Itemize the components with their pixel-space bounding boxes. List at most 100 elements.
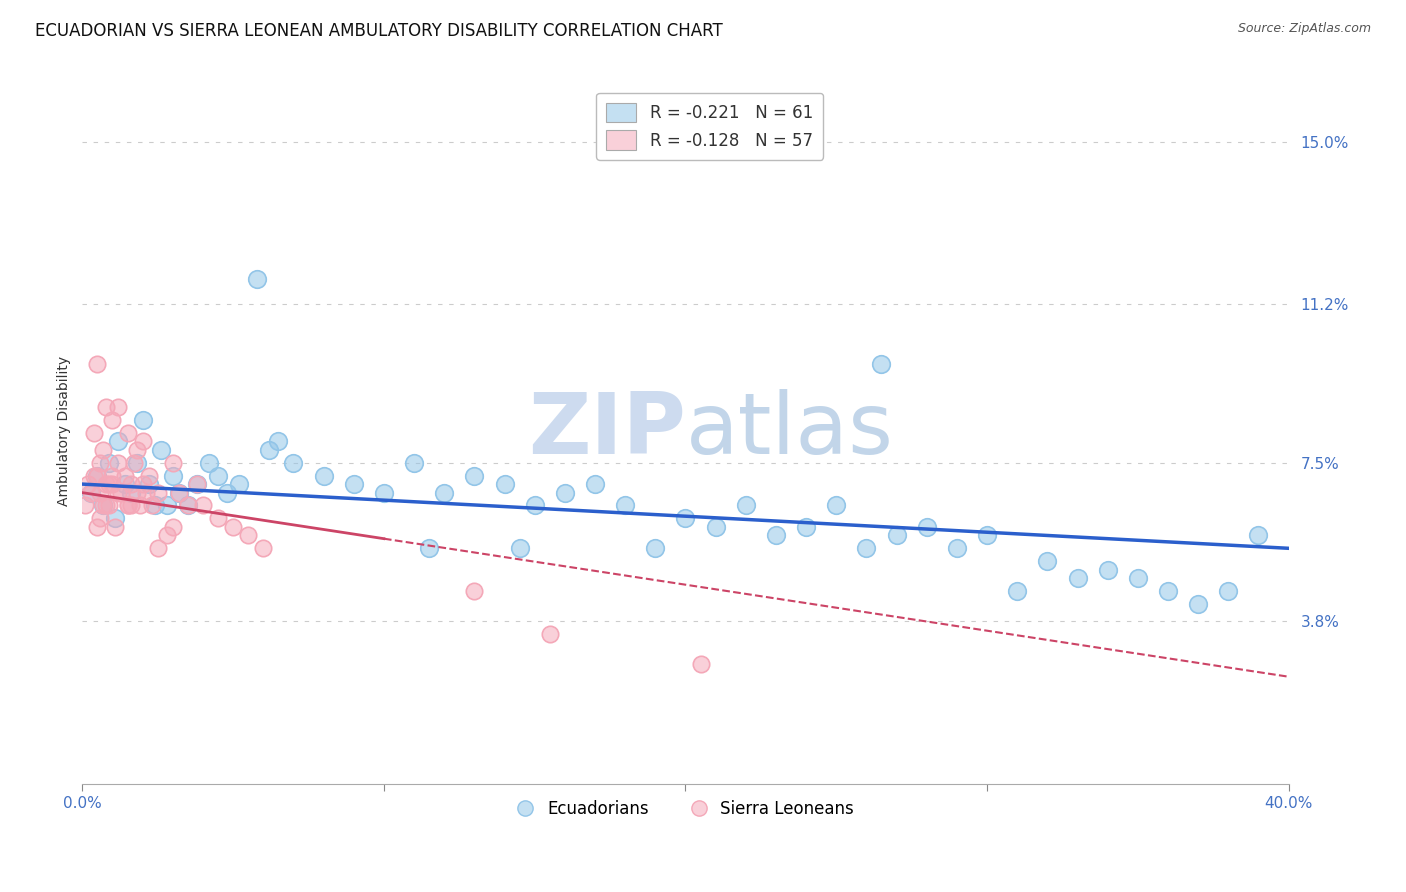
Point: [135, 485, 157, 500]
Text: ECUADORIAN VS SIERRA LEONEAN AMBULATORY DISABILITY CORRELATION CHART: ECUADORIAN VS SIERRA LEONEAN AMBULATORY …: [35, 22, 723, 40]
Point: [98, 456, 121, 470]
Point: [162, 468, 184, 483]
Point: [1126, 571, 1149, 585]
Point: [122, 456, 145, 470]
Point: [110, 485, 132, 500]
Point: [149, 442, 172, 457]
Point: [107, 485, 129, 500]
Point: [191, 499, 214, 513]
Point: [167, 485, 190, 500]
Point: [734, 499, 756, 513]
Point: [1066, 571, 1088, 585]
Point: [1036, 554, 1059, 568]
Point: [96, 499, 118, 513]
Point: [128, 499, 150, 513]
Point: [96, 400, 118, 414]
Point: [976, 528, 998, 542]
Point: [222, 520, 245, 534]
Point: [93, 442, 115, 457]
Point: [402, 456, 425, 470]
Point: [312, 468, 335, 483]
Point: [86, 520, 108, 534]
Point: [80, 485, 103, 500]
Point: [523, 499, 546, 513]
Legend: Ecuadorians, Sierra Leoneans: Ecuadorians, Sierra Leoneans: [510, 794, 860, 825]
Point: [89, 511, 111, 525]
Point: [141, 499, 163, 513]
Point: [463, 468, 485, 483]
Point: [138, 468, 160, 483]
Point: [675, 511, 697, 525]
Point: [494, 477, 516, 491]
Point: [117, 425, 139, 440]
Point: [107, 400, 129, 414]
Point: [125, 485, 148, 500]
Point: [177, 499, 200, 513]
Point: [946, 541, 969, 556]
Point: [114, 468, 136, 483]
Point: [538, 627, 561, 641]
Point: [93, 499, 115, 513]
Point: [509, 541, 531, 556]
Point: [825, 499, 848, 513]
Point: [689, 657, 711, 671]
Point: [433, 485, 456, 500]
Point: [98, 499, 121, 513]
Point: [101, 413, 124, 427]
Point: [86, 468, 108, 483]
Text: atlas: atlas: [686, 389, 893, 472]
Point: [86, 357, 108, 371]
Text: ZIP: ZIP: [527, 389, 686, 472]
Point: [207, 468, 229, 483]
Point: [83, 425, 105, 440]
Point: [463, 584, 485, 599]
Point: [614, 499, 637, 513]
Point: [143, 499, 166, 513]
Point: [117, 499, 139, 513]
Point: [101, 477, 124, 491]
Point: [870, 357, 893, 371]
Point: [98, 477, 121, 491]
Point: [246, 271, 269, 285]
Point: [855, 541, 877, 556]
Point: [86, 468, 108, 483]
Point: [120, 485, 142, 500]
Point: [186, 477, 208, 491]
Point: [267, 434, 290, 449]
Point: [554, 485, 576, 500]
Point: [89, 456, 111, 470]
Point: [186, 477, 208, 491]
Point: [89, 485, 111, 500]
Point: [107, 456, 129, 470]
Point: [228, 477, 250, 491]
Point: [131, 477, 153, 491]
Point: [131, 413, 153, 427]
Point: [373, 485, 395, 500]
Point: [101, 468, 124, 483]
Point: [215, 485, 238, 500]
Point: [1187, 597, 1209, 611]
Point: [138, 477, 160, 491]
Point: [198, 456, 221, 470]
Point: [283, 456, 305, 470]
Point: [1097, 563, 1119, 577]
Point: [207, 511, 229, 525]
Point: [704, 520, 727, 534]
Point: [120, 477, 142, 491]
Point: [177, 499, 200, 513]
Point: [120, 499, 142, 513]
Point: [96, 477, 118, 491]
Point: [114, 477, 136, 491]
Point: [1247, 528, 1270, 542]
Point: [583, 477, 606, 491]
Y-axis label: Ambulatory Disability: Ambulatory Disability: [58, 356, 72, 506]
Point: [104, 511, 127, 525]
Point: [104, 520, 127, 534]
Point: [80, 485, 103, 500]
Point: [915, 520, 938, 534]
Point: [75, 499, 97, 513]
Point: [146, 541, 169, 556]
Text: Source: ZipAtlas.com: Source: ZipAtlas.com: [1237, 22, 1371, 36]
Point: [83, 468, 105, 483]
Point: [259, 442, 281, 457]
